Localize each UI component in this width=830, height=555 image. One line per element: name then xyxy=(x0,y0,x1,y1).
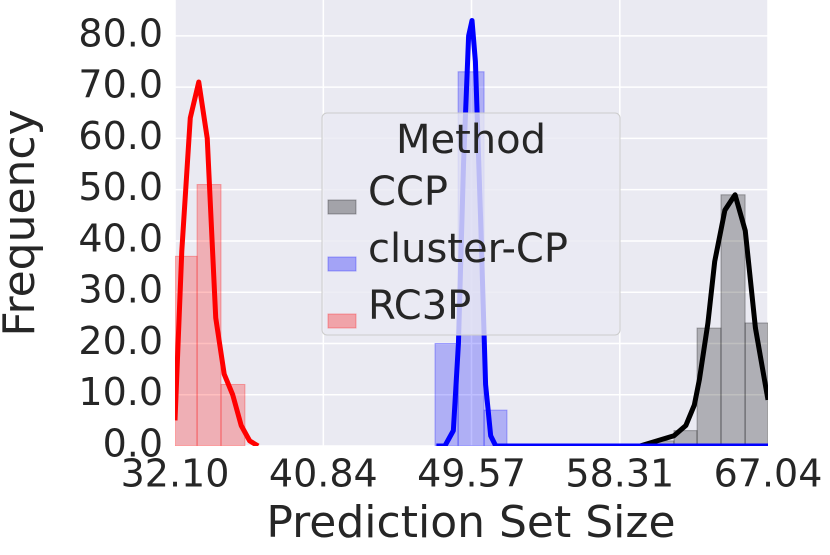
legend-box xyxy=(321,112,621,336)
y-tick-label: 0.0 xyxy=(103,422,163,466)
y-tick-label: 30.0 xyxy=(78,268,163,312)
x-tick-label: 40.84 xyxy=(269,452,378,496)
x-tick-label: 67.04 xyxy=(714,452,823,496)
legend-title: Method xyxy=(396,117,546,163)
legend-swatch xyxy=(327,199,357,215)
legend-swatch xyxy=(327,313,357,329)
x-axis-label: Prediction Set Size xyxy=(266,497,675,548)
legend-label: RC3P xyxy=(368,283,471,329)
kde-line xyxy=(614,192,768,446)
histogram-bar xyxy=(696,327,722,446)
y-axis-label: Frequency xyxy=(0,109,45,336)
y-tick-label: 80.0 xyxy=(78,11,163,55)
y-tick-label: 40.0 xyxy=(78,216,163,260)
legend-label: CCP xyxy=(368,169,448,215)
histogram-bar xyxy=(220,383,246,446)
y-tick-label: 60.0 xyxy=(78,114,163,158)
x-tick-label: 58.31 xyxy=(565,452,674,496)
y-tick-label: 20.0 xyxy=(78,319,163,363)
y-tick-label: 50.0 xyxy=(78,165,163,209)
y-tick-label: 70.0 xyxy=(78,63,163,107)
y-tick-label: 10.0 xyxy=(78,370,163,414)
legend-label: cluster-CP xyxy=(368,226,568,272)
x-tick-label: 32.10 xyxy=(121,452,230,496)
kde-line xyxy=(175,79,260,446)
x-tick-label: 49.57 xyxy=(417,452,526,496)
legend-swatch xyxy=(327,256,357,272)
kde-line xyxy=(436,18,768,446)
histogram-bar xyxy=(720,194,746,446)
